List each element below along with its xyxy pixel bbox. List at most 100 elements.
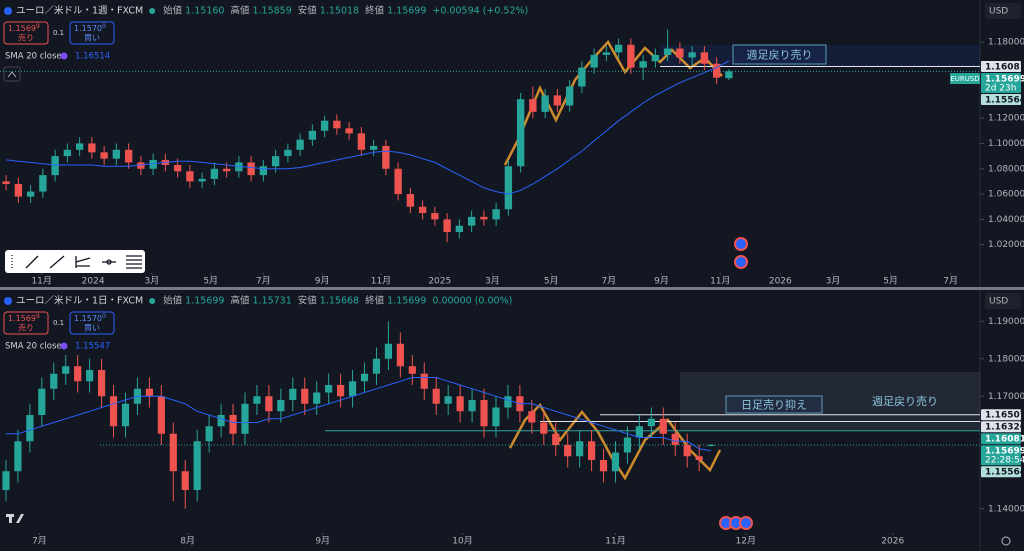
candle-body — [98, 370, 106, 397]
candle-body — [599, 460, 608, 472]
price-tag-sub: 2d 23h — [985, 84, 1016, 94]
candle-body — [676, 48, 684, 58]
candle-body — [39, 175, 47, 192]
price-tag-label: 1.16507 — [985, 411, 1024, 421]
candle-body — [552, 433, 560, 445]
sell-price-main: 1.1569 — [8, 24, 36, 33]
settings-icon[interactable] — [1001, 536, 1011, 546]
currency-box[interactable] — [985, 293, 1021, 309]
y-tick-label: 1.06000 — [988, 190, 1024, 200]
buy-price-sup: 0 — [102, 313, 106, 320]
candle-body — [186, 171, 194, 182]
candle-body — [418, 206, 427, 214]
candle-body — [253, 396, 261, 404]
candle-body — [63, 149, 72, 157]
y-tick-label: 1.04000 — [988, 215, 1024, 225]
header-l: 1.15018 — [320, 6, 359, 17]
candle-body — [406, 194, 415, 207]
buy-price-main: 1.1570 — [74, 314, 102, 323]
candle-body — [50, 373, 58, 389]
buy-label: 買い — [84, 34, 100, 43]
candle-body — [265, 396, 273, 412]
candle-body — [112, 149, 121, 159]
candle-body — [396, 343, 404, 367]
buy-price: 1.15700 — [74, 313, 106, 323]
candle-body — [712, 63, 721, 78]
candle-body — [564, 445, 572, 457]
candle-body — [431, 213, 439, 220]
header-c: 1.15699 — [387, 296, 426, 307]
candle-body — [38, 388, 46, 415]
header-o-label: 始値 — [163, 295, 183, 307]
candle-body — [468, 400, 476, 412]
header-change: 0.00000 (0.00%) — [432, 296, 512, 307]
buy-button[interactable] — [69, 311, 115, 335]
x-tick-label: 12月 — [736, 536, 756, 547]
candle-body — [277, 400, 285, 412]
candle-body — [74, 366, 82, 382]
candle-body — [467, 216, 476, 226]
x-tick-label: 11月 — [605, 536, 625, 547]
header-change: +0.00594 (+0.52%) — [432, 6, 528, 17]
x-tick-label: 9月 — [315, 276, 330, 287]
x-tick-label: 7月 — [32, 536, 47, 547]
candle-body — [384, 343, 392, 359]
logo — [6, 514, 24, 523]
buy-price: 1.15700 — [74, 23, 106, 33]
candle-body — [301, 388, 309, 404]
y-tick-label: 1.14000 — [988, 504, 1024, 514]
price-tag-label: 1.16081 — [985, 63, 1024, 73]
annotation: 日足売り抑え — [741, 398, 807, 412]
candle-body — [700, 52, 709, 64]
symbol-icon — [4, 7, 12, 15]
symbol-icon — [4, 297, 12, 305]
candle-body — [86, 370, 94, 382]
sell-price: 1.15699 — [8, 313, 40, 323]
sma-line — [6, 377, 712, 452]
candle-body — [348, 381, 357, 397]
candle-body — [455, 225, 464, 233]
candle-body — [198, 178, 206, 182]
sell-button[interactable] — [3, 311, 49, 335]
x-tick-label: 5月 — [544, 276, 559, 287]
sma-line — [6, 60, 730, 195]
candle-body — [565, 86, 574, 106]
header-c: 1.15699 — [387, 6, 426, 17]
currency-box[interactable] — [985, 3, 1021, 19]
y-tick-label: 1.18000 — [988, 38, 1024, 48]
zone — [660, 45, 980, 66]
buy-label: 買い — [84, 324, 100, 333]
drawing-toolbar[interactable] — [5, 250, 145, 273]
candle-body — [432, 388, 440, 404]
candle-body — [124, 149, 133, 163]
sell-button[interactable] — [3, 21, 49, 45]
header-l-label: 安値 — [298, 5, 318, 17]
candle-body — [145, 388, 153, 397]
x-tick-label: 2025 — [428, 277, 451, 287]
candle-body — [553, 95, 562, 106]
candle-body — [222, 168, 231, 172]
candle-body — [14, 441, 22, 472]
price-tag-label: 1.15699 — [985, 447, 1024, 457]
candle-body — [109, 396, 118, 427]
spread: 0.1 — [53, 319, 64, 327]
price-tag-label: 1.16081 — [985, 435, 1024, 445]
collapse-button[interactable] — [3, 66, 21, 82]
header-symbol: ユーロ／米ドル・1日・FXCM — [16, 295, 143, 307]
buy-button[interactable] — [69, 21, 115, 45]
x-tick-label: 7月 — [256, 276, 271, 287]
candle-body — [325, 385, 333, 393]
candle-body — [235, 162, 243, 172]
x-tick-label: 5月 — [203, 276, 218, 287]
pane-separator — [0, 287, 1024, 290]
x-tick-label: 3月 — [826, 276, 841, 287]
candle-body — [492, 209, 500, 220]
header-h-label: 高値 — [230, 5, 250, 17]
toolbar-icons — [11, 255, 142, 269]
candle-body — [2, 181, 10, 184]
header-o: 1.15699 — [185, 296, 224, 307]
annotation-box — [732, 44, 827, 65]
candle-body — [181, 471, 189, 490]
